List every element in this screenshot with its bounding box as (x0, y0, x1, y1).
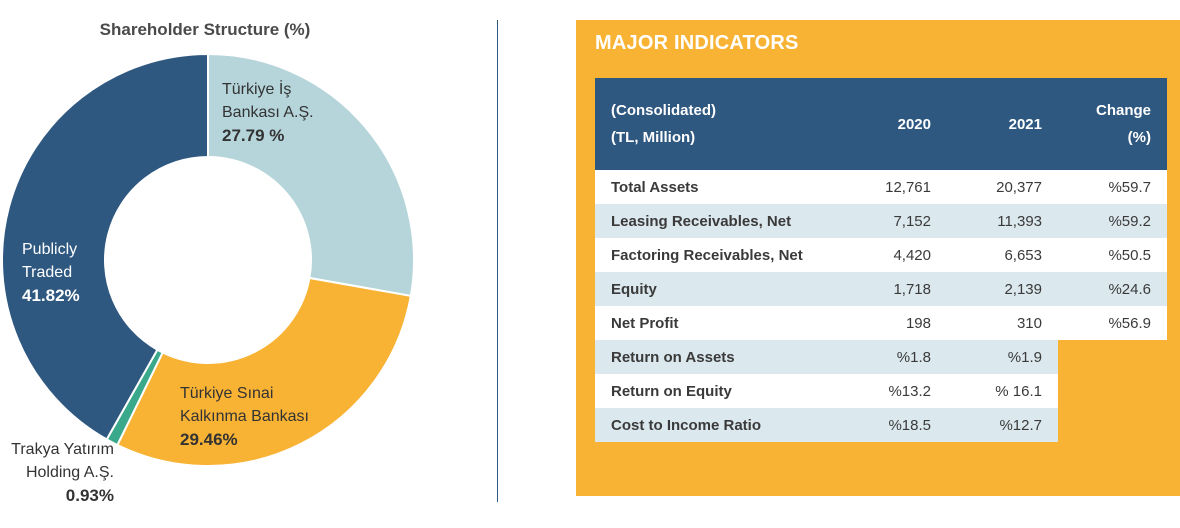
panel-title: MAJOR INDICATORS (595, 32, 799, 54)
header-change: Change (%) (1058, 78, 1167, 170)
cell-2021: 2,139 (947, 272, 1058, 306)
cell-2021: 6,653 (947, 238, 1058, 272)
cell-2020: 198 (828, 306, 947, 340)
indicators-table: (Consolidated) (TL, Million) 2020 2021 C… (595, 78, 1167, 442)
row-label: Equity (595, 272, 828, 306)
row-label: Net Profit (595, 306, 828, 340)
major-indicators-panel: MAJOR INDICATORS (Consolidated) (TL, Mil… (576, 20, 1180, 496)
slice-name-line: Türkiye Sınai (180, 385, 274, 402)
cell-2020: %1.8 (828, 340, 947, 374)
divider (497, 20, 498, 502)
label-trakya-yatirim: Trakya Yatırım Holding A.Ş. 0.93% (2, 438, 114, 507)
row-label: Return on Assets (595, 340, 828, 374)
table-row: Equity 1,718 2,139 %24.6 (595, 272, 1167, 306)
table-header-row: (Consolidated) (TL, Million) 2020 2021 C… (595, 78, 1167, 170)
cell-change: %59.7 (1058, 170, 1167, 204)
slice-value-label: 0.93% (65, 486, 114, 505)
slice-name-line: Türkiye İş (222, 81, 292, 98)
header-label-line1: (Consolidated) (611, 102, 716, 119)
cell-change: %56.9 (1058, 306, 1167, 340)
table-row: Net Profit 198 310 %56.9 (595, 306, 1167, 340)
row-label: Return on Equity (595, 374, 828, 408)
slice-publicly-traded (1, 52, 209, 441)
header-change-line1: Change (1095, 102, 1151, 119)
cell-change (1058, 340, 1167, 374)
slice-name-line: Holding A.Ş. (25, 464, 114, 481)
header-change-line2: (%) (1127, 129, 1151, 146)
slice-name-line: Publicly (22, 241, 78, 258)
cell-2021: % 16.1 (947, 374, 1058, 408)
cell-2021: %1.9 (947, 340, 1058, 374)
cell-2021: 310 (947, 306, 1058, 340)
cell-2020: 4,420 (828, 238, 947, 272)
row-label: Total Assets (595, 170, 828, 204)
table-row: Leasing Receivables, Net 7,152 11,393 %59.2 (595, 204, 1167, 238)
cell-2020: 12,761 (828, 170, 947, 204)
header-2021: 2021 (947, 78, 1058, 170)
shareholder-donut-chart (1, 52, 415, 467)
slice-turkiye-sinai-kalkinma (116, 276, 413, 467)
slice-name-line: Bankası A.Ş. (222, 104, 314, 121)
table-row: Total Assets 12,761 20,377 %59.7 (595, 170, 1167, 204)
cell-2020: 1,718 (828, 272, 947, 306)
slice-name-line: Kalkınma Bankası (180, 408, 309, 425)
header-label-line2: (TL, Million) (611, 129, 696, 146)
cell-2020: %18.5 (828, 408, 947, 442)
slice-turkiye-is-bankasi (207, 52, 415, 298)
cell-change: %59.2 (1058, 204, 1167, 238)
label-turkiye-sinai-kalkinma: Türkiye Sınai Kalkınma Bankası 29.46% (180, 382, 309, 451)
label-turkiye-is-bankasi: Türkiye İş Bankası A.Ş. 27.79 % (222, 78, 314, 147)
cell-change (1058, 408, 1167, 442)
slice-value-label: 29.46% (180, 430, 238, 449)
label-publicly-traded: Publicly Traded 41.82% (22, 238, 80, 307)
slice-name-line: Traded (22, 264, 73, 281)
cell-2020: %13.2 (828, 374, 947, 408)
header-label: (Consolidated) (TL, Million) (595, 78, 828, 170)
table-row: Return on Equity %13.2% 16.1 (595, 374, 1167, 408)
row-label: Cost to Income Ratio (595, 408, 828, 442)
header-2020: 2020 (828, 78, 947, 170)
cell-2021: 20,377 (947, 170, 1058, 204)
slice-value-label: 41.82% (22, 286, 80, 305)
slice-name-line: Trakya Yatırım (11, 441, 114, 458)
table-row: Cost to Income Ratio %18.5 %12.7 (595, 408, 1167, 442)
cell-2021: 11,393 (947, 204, 1058, 238)
table-row: Return on Assets %1.8 %1.9 (595, 340, 1167, 374)
slice-value-label: 27.79 % (222, 126, 285, 145)
chart-title: Shareholder Structure (%) (99, 20, 311, 39)
table-row: Factoring Receivables, Net 4,420 6,653 %50.… (595, 238, 1167, 272)
cell-change: %24.6 (1058, 272, 1167, 306)
cell-change: %50.5 (1058, 238, 1167, 272)
row-label: Factoring Receivables, Net (595, 238, 828, 272)
cell-2021: %12.7 (947, 408, 1058, 442)
row-label: Leasing Receivables, Net (595, 204, 828, 238)
cell-change (1058, 374, 1167, 408)
cell-2020: 7,152 (828, 204, 947, 238)
